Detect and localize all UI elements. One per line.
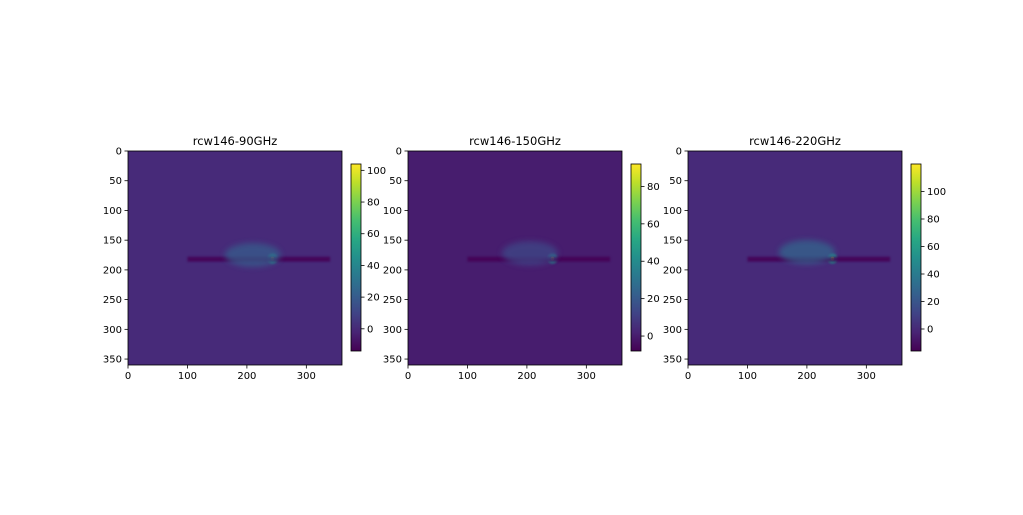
x-tick-label: 100 <box>178 371 197 382</box>
colorbar-tick-label: 0 <box>647 332 653 343</box>
x-tick-label: 300 <box>577 371 596 382</box>
y-tick-label: 300 <box>103 325 122 336</box>
colorbar-tick-label: 80 <box>367 198 380 209</box>
y-tick-label: 50 <box>669 176 682 187</box>
x-tick-label: 200 <box>797 371 816 382</box>
x-tick-label: 0 <box>405 371 411 382</box>
colorbar-tick-label: 100 <box>927 187 946 198</box>
y-tick-label: 100 <box>383 206 402 217</box>
x-tick-label: 100 <box>458 371 477 382</box>
y-tick-label: 300 <box>383 325 402 336</box>
colorbar-tick-label: 20 <box>367 293 380 304</box>
diffuse-emission-feature <box>778 240 835 265</box>
chart-title: rcw146-220GHz <box>749 134 841 148</box>
colorbar <box>910 163 922 352</box>
diffuse-emission-feature <box>224 243 281 268</box>
heatmap-image <box>688 151 902 365</box>
x-tick-label: 0 <box>685 371 691 382</box>
y-tick-label: 0 <box>396 147 402 158</box>
diffuse-emission-feature <box>501 241 558 266</box>
colorbar-tick-label: 40 <box>927 270 940 281</box>
y-tick-label: 350 <box>663 355 682 366</box>
y-tick-label: 350 <box>103 355 122 366</box>
y-tick-label: 150 <box>663 236 682 247</box>
y-tick-label: 100 <box>663 206 682 217</box>
axes-frame <box>687 150 903 366</box>
colorbar-tick-label: 0 <box>367 324 373 335</box>
y-tick-label: 0 <box>116 147 122 158</box>
axes-frame <box>127 150 343 366</box>
y-tick-label: 250 <box>383 295 402 306</box>
x-tick-label: 300 <box>857 371 876 382</box>
y-tick-label: 300 <box>663 325 682 336</box>
x-tick-label: 0 <box>125 371 131 382</box>
y-tick-label: 250 <box>663 295 682 306</box>
y-tick-label: 200 <box>103 265 122 276</box>
y-tick-label: 50 <box>109 176 122 187</box>
y-tick-label: 50 <box>389 176 402 187</box>
y-tick-label: 250 <box>103 295 122 306</box>
y-tick-label: 0 <box>676 147 682 158</box>
colorbar <box>630 163 642 352</box>
y-tick-label: 350 <box>383 355 402 366</box>
colorbar-tick-label: 80 <box>927 215 940 226</box>
colorbar-tick-label: 40 <box>367 261 380 272</box>
colorbar-tick-label: 0 <box>927 325 933 336</box>
y-tick-label: 150 <box>383 236 402 247</box>
x-tick-label: 200 <box>237 371 256 382</box>
colorbar <box>350 163 362 352</box>
colorbar-tick-label: 60 <box>927 242 940 253</box>
x-tick-label: 200 <box>517 371 536 382</box>
y-tick-label: 200 <box>663 265 682 276</box>
heatmap-image <box>128 151 342 365</box>
chart-title: rcw146-150GHz <box>469 134 561 148</box>
colorbar-tick-label: 60 <box>647 219 660 230</box>
colorbar-tick-label: 100 <box>367 166 386 177</box>
x-tick-label: 100 <box>738 371 757 382</box>
colorbar-tick-label: 80 <box>647 182 660 193</box>
colorbar-tick-label: 20 <box>647 294 660 305</box>
colorbar-tick-label: 60 <box>367 229 380 240</box>
x-tick-label: 300 <box>297 371 316 382</box>
colorbar-tick-label: 40 <box>647 257 660 268</box>
heatmap-image <box>408 151 622 365</box>
y-tick-label: 200 <box>383 265 402 276</box>
colorbar-tick-label: 20 <box>927 297 940 308</box>
y-tick-label: 150 <box>103 236 122 247</box>
y-tick-label: 100 <box>103 206 122 217</box>
axes-frame <box>407 150 623 366</box>
chart-title: rcw146-90GHz <box>193 134 278 148</box>
